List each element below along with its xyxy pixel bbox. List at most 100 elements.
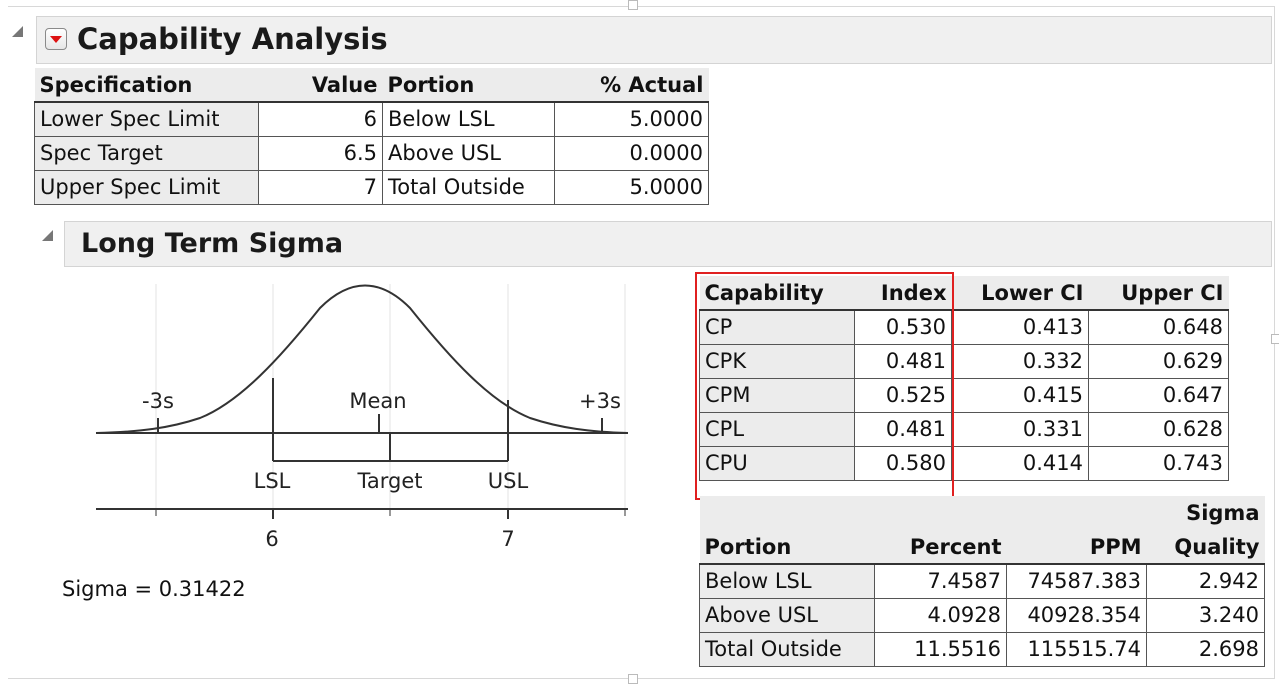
cell: 4.0928	[874, 597, 1007, 633]
cell: 2.698	[1146, 631, 1265, 667]
collapse-triangle-icon[interactable]	[42, 230, 53, 241]
header-spacer	[699, 496, 875, 530]
cell: Above USL	[382, 135, 555, 171]
cell: 3.240	[1146, 597, 1265, 633]
axis-tick-label: 7	[501, 527, 514, 551]
col-header: Upper CI	[1088, 276, 1229, 311]
plus-3s-label: +3s	[579, 389, 621, 413]
table-header-row: Specification Value Portion % Actual	[34, 68, 709, 103]
col-header: Index	[854, 276, 952, 311]
table-header-row: Capability Index Lower CI Upper CI	[699, 276, 1229, 311]
table-row: Lower Spec Limit 6 Below LSL 5.0000	[34, 101, 709, 137]
usl-label: USL	[488, 469, 529, 493]
cell: 6	[258, 101, 383, 137]
capability-plot: -3s Mean +3s LSL Target USL 6 7	[95, 284, 629, 551]
window-top-border	[8, 6, 1275, 7]
cell: 0.481	[854, 411, 952, 447]
col-header: Quality	[1146, 530, 1265, 565]
cell: 0.481	[854, 343, 952, 379]
cell: Below LSL	[699, 563, 875, 599]
minus-3s-label: -3s	[142, 389, 174, 413]
lsl-label: LSL	[254, 469, 291, 493]
cell: 0.414	[951, 445, 1089, 481]
col-header: PPM	[1006, 530, 1147, 565]
cell: 0.648	[1088, 309, 1229, 345]
table-row: Below LSL 7.4587 74587.383 2.942	[699, 563, 1265, 599]
target-label: Target	[357, 469, 423, 493]
portion-ppm-table: Sigma Portion Percent PPM Quality Below …	[699, 496, 1265, 667]
window-bottom-border	[8, 678, 1275, 679]
highlight-box	[695, 272, 954, 500]
section-title: Long Term Sigma	[81, 228, 344, 259]
cell: CPU	[699, 445, 855, 481]
spec-limits-table: Specification Value Portion % Actual Low…	[34, 68, 709, 205]
cell: 115515.74	[1006, 631, 1147, 667]
col-header: Lower CI	[951, 276, 1089, 311]
cell: 0.629	[1088, 343, 1229, 379]
cell: 0.332	[951, 343, 1089, 379]
capability-index-table: Capability Index Lower CI Upper CI CP 0.…	[699, 276, 1229, 481]
cell: 40928.354	[1006, 597, 1147, 633]
cell: 7.4587	[874, 563, 1007, 599]
table-row: CPL 0.481 0.331 0.628	[699, 411, 1229, 447]
col-header: Percent	[874, 530, 1007, 565]
long-term-sigma-header: Long Term Sigma	[64, 221, 1272, 267]
table-row: CPK 0.481 0.332 0.629	[699, 343, 1229, 379]
report-title: Capability Analysis	[77, 22, 388, 56]
cell: Upper Spec Limit	[34, 169, 259, 205]
cell: 0.413	[951, 309, 1089, 345]
cell: 0.647	[1088, 377, 1229, 413]
col-header: Portion	[382, 68, 555, 103]
resize-handle-bottom[interactable]	[628, 674, 638, 684]
cell: Total Outside	[699, 631, 875, 667]
col-header: Value	[258, 68, 383, 103]
cell: 6.5	[258, 135, 383, 171]
cell: CPM	[699, 377, 855, 413]
cell: 0.743	[1088, 445, 1229, 481]
cell: 0.525	[854, 377, 952, 413]
cell: Total Outside	[382, 169, 555, 205]
table-row: Total Outside 11.5516 115515.74 2.698	[699, 631, 1265, 667]
table-row: Upper Spec Limit 7 Total Outside 5.0000	[34, 169, 709, 205]
table-row: CPU 0.580 0.414 0.743	[699, 445, 1229, 481]
cell: 0.580	[854, 445, 952, 481]
cell: 11.5516	[874, 631, 1007, 667]
sigma-value: Sigma = 0.31422	[62, 577, 246, 601]
cell: 74587.383	[1006, 563, 1147, 599]
col-header: % Actual	[554, 68, 709, 103]
cell: 0.415	[951, 377, 1089, 413]
cell: 7	[258, 169, 383, 205]
cell: 0.530	[854, 309, 952, 345]
cell: 2.942	[1146, 563, 1265, 599]
cell: 0.331	[951, 411, 1089, 447]
cell: 5.0000	[554, 101, 709, 137]
capability-analysis-header: Capability Analysis	[36, 16, 1272, 64]
col-header: Capability	[699, 276, 855, 311]
table-header-row: Portion Percent PPM Quality	[699, 530, 1265, 565]
col-header: Portion	[699, 530, 875, 565]
col-header-sigma: Sigma	[1146, 496, 1265, 530]
cell: 5.0000	[554, 169, 709, 205]
table-row: Spec Target 6.5 Above USL 0.0000	[34, 135, 709, 171]
normal-curve	[95, 284, 629, 434]
col-header: Specification	[34, 68, 259, 103]
cell: CPL	[699, 411, 855, 447]
cell: CPK	[699, 343, 855, 379]
resize-handle-right[interactable]	[1271, 334, 1279, 344]
axis-tick-label: 6	[265, 527, 278, 551]
cell: Lower Spec Limit	[34, 101, 259, 137]
cell: Above USL	[699, 597, 875, 633]
header-spacer	[1006, 496, 1147, 530]
cell: 0.0000	[554, 135, 709, 171]
table-row: Above USL 4.0928 40928.354 3.240	[699, 597, 1265, 633]
cell: CP	[699, 309, 855, 345]
cell: Spec Target	[34, 135, 259, 171]
collapse-triangle-icon[interactable]	[12, 26, 23, 37]
resize-handle-top[interactable]	[628, 0, 638, 10]
table-header-row: Sigma	[699, 496, 1265, 530]
red-triangle-menu-icon[interactable]	[45, 28, 67, 50]
header-spacer	[874, 496, 1007, 530]
mean-label: Mean	[349, 389, 406, 413]
cell: Below LSL	[382, 101, 555, 137]
cell: 0.628	[1088, 411, 1229, 447]
